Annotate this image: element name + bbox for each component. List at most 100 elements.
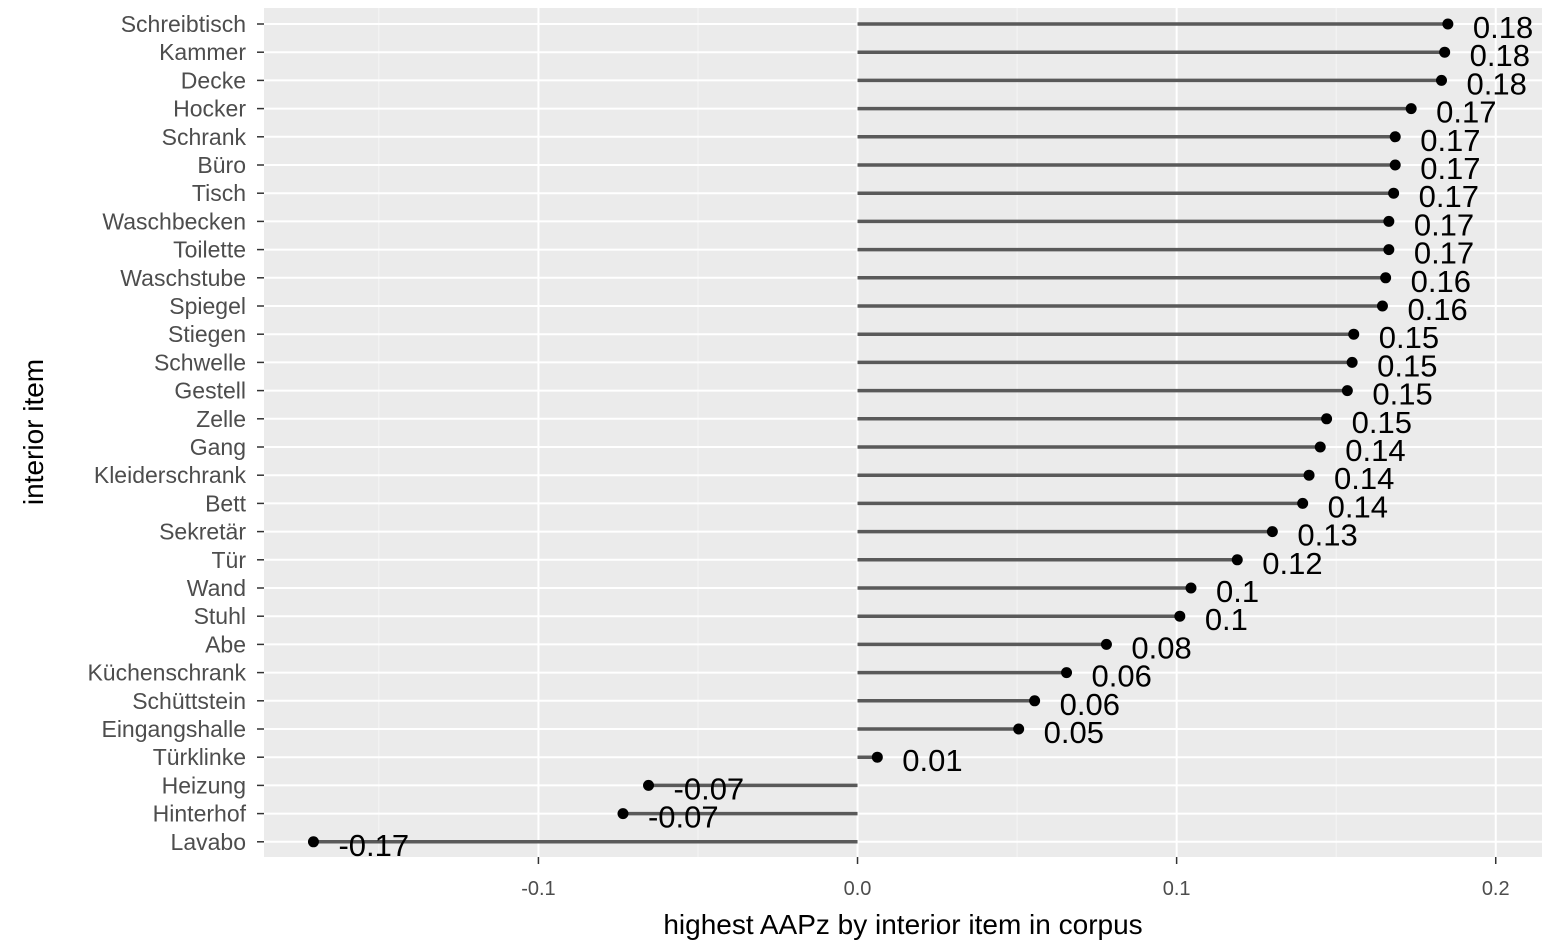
lollipop-dot <box>643 779 655 791</box>
lollipop-dot <box>1100 638 1112 650</box>
lollipop-dot <box>1297 497 1309 509</box>
y-tick-label: Spiegel <box>169 293 246 319</box>
x-tick-label: 0.0 <box>844 878 872 900</box>
lollipop-dot <box>1341 385 1353 397</box>
value-label: 0.15 <box>1352 405 1412 440</box>
lollipop-dot <box>1435 74 1447 86</box>
value-label: 0.14 <box>1334 461 1394 496</box>
value-label: 0.17 <box>1420 123 1480 158</box>
lollipop-dot <box>1174 610 1186 622</box>
value-label: -0.17 <box>338 828 409 863</box>
value-label: 0.06 <box>1092 659 1152 694</box>
y-tick-label: Decke <box>181 67 246 93</box>
plot-panel <box>264 8 1542 857</box>
y-axis-title: interior item <box>18 359 49 505</box>
y-tick-label: Tür <box>212 547 247 573</box>
lollipop-dot <box>1388 187 1400 199</box>
lollipop-dot <box>1266 526 1278 538</box>
y-tick-label: Waschstube <box>120 265 246 291</box>
x-tick-label: -0.1 <box>521 878 555 900</box>
lollipop-dots <box>307 18 1454 848</box>
y-tick-label: Hocker <box>173 96 246 122</box>
lollipop-dot <box>1321 413 1333 425</box>
y-tick-label: Abe <box>205 631 246 657</box>
value-label: 0.14 <box>1345 433 1405 468</box>
lollipop-dot <box>1380 272 1392 284</box>
value-label: 0.06 <box>1060 687 1120 722</box>
value-label: -0.07 <box>648 800 719 835</box>
y-tick-label: Lavabo <box>171 829 246 855</box>
value-label: 0.13 <box>1297 518 1357 553</box>
lollipop-dot <box>1383 215 1395 227</box>
value-label: 0.16 <box>1411 264 1471 299</box>
value-label: 0.1 <box>1205 602 1248 637</box>
value-label: 0.17 <box>1414 207 1474 242</box>
value-label: 0.08 <box>1131 630 1191 665</box>
value-label: -0.07 <box>674 771 745 806</box>
lollipop-dot <box>1383 244 1395 256</box>
y-tick-label: Stuhl <box>194 603 246 629</box>
y-tick-label: Küchenschrank <box>87 660 246 686</box>
lollipop-dot <box>1061 667 1073 679</box>
lollipop-dot <box>1231 554 1243 566</box>
x-tick-label: 0.1 <box>1163 878 1191 900</box>
value-label: 0.17 <box>1414 236 1474 271</box>
y-tick-label: Heizung <box>162 772 246 798</box>
lollipop-dot <box>1439 46 1451 58</box>
y-tick-label: Türklinke <box>153 744 246 770</box>
value-label: 0.15 <box>1379 320 1439 355</box>
y-tick-label: Bett <box>205 490 247 516</box>
value-label: 0.18 <box>1470 38 1530 73</box>
major-gridlines-x <box>537 8 1497 857</box>
y-tick-label: Hinterhof <box>153 801 247 827</box>
value-label: 0.18 <box>1473 10 1533 45</box>
value-label: 0.16 <box>1407 292 1467 327</box>
lollipop-dot <box>1389 159 1401 171</box>
y-tick-label: Zelle <box>196 406 246 432</box>
value-label: 0.05 <box>1044 715 1104 750</box>
y-tick-label: Toilette <box>173 237 246 263</box>
x-axis-title: highest AAPz by interior item in corpus <box>663 909 1142 940</box>
y-tick-label: Stiegen <box>168 321 246 347</box>
y-tick-label: Kammer <box>159 39 246 65</box>
y-tick-label: Wand <box>187 575 246 601</box>
value-label: 0.15 <box>1372 377 1432 412</box>
lollipop-dot <box>1013 723 1025 735</box>
y-tick-label: Sekretär <box>159 519 246 545</box>
value-label: 0.1 <box>1216 574 1259 609</box>
y-tick-label: Gestell <box>174 378 246 404</box>
lollipop-dot <box>1185 582 1197 594</box>
value-labels: 0.180.180.180.170.170.170.170.170.170.16… <box>338 10 1533 863</box>
y-tick-label: Eingangshalle <box>101 716 246 742</box>
minor-gridlines-x <box>378 8 1337 857</box>
value-label: 0.17 <box>1419 179 1479 214</box>
lollipop-dot <box>1376 300 1388 312</box>
y-tick-label: Waschbecken <box>102 208 246 234</box>
x-axis-ticks: -0.1 0.0 0.1 0.2 <box>521 857 1510 900</box>
lollipop-dot <box>1346 356 1358 368</box>
y-tick-label: Gang <box>190 434 246 460</box>
lollipop-dot <box>307 836 319 848</box>
y-tick-label: Schwelle <box>154 349 246 375</box>
y-tick-label: Büro <box>197 152 246 178</box>
value-label: 0.12 <box>1262 546 1322 581</box>
y-tick-label: Schüttstein <box>132 688 246 714</box>
y-tick-label: Schreibtisch <box>121 11 246 37</box>
y-tick-label: Tisch <box>192 180 246 206</box>
lollipop-dot <box>1303 469 1315 481</box>
lollipop-dot <box>1029 695 1041 707</box>
lollipop-dot <box>871 751 883 763</box>
value-label: 0.14 <box>1328 489 1388 524</box>
y-tick-label: Kleiderschrank <box>94 462 247 488</box>
x-tick-label: 0.2 <box>1482 878 1510 900</box>
lollipop-dot <box>1348 328 1360 340</box>
value-label: 0.18 <box>1466 66 1526 101</box>
lollipop-dot <box>1442 18 1454 30</box>
lollipop-dot <box>1389 131 1401 143</box>
value-label: 0.01 <box>902 743 962 778</box>
value-label: 0.17 <box>1436 95 1496 130</box>
lollipop-stems <box>313 22 1448 844</box>
value-label: 0.15 <box>1377 348 1437 383</box>
